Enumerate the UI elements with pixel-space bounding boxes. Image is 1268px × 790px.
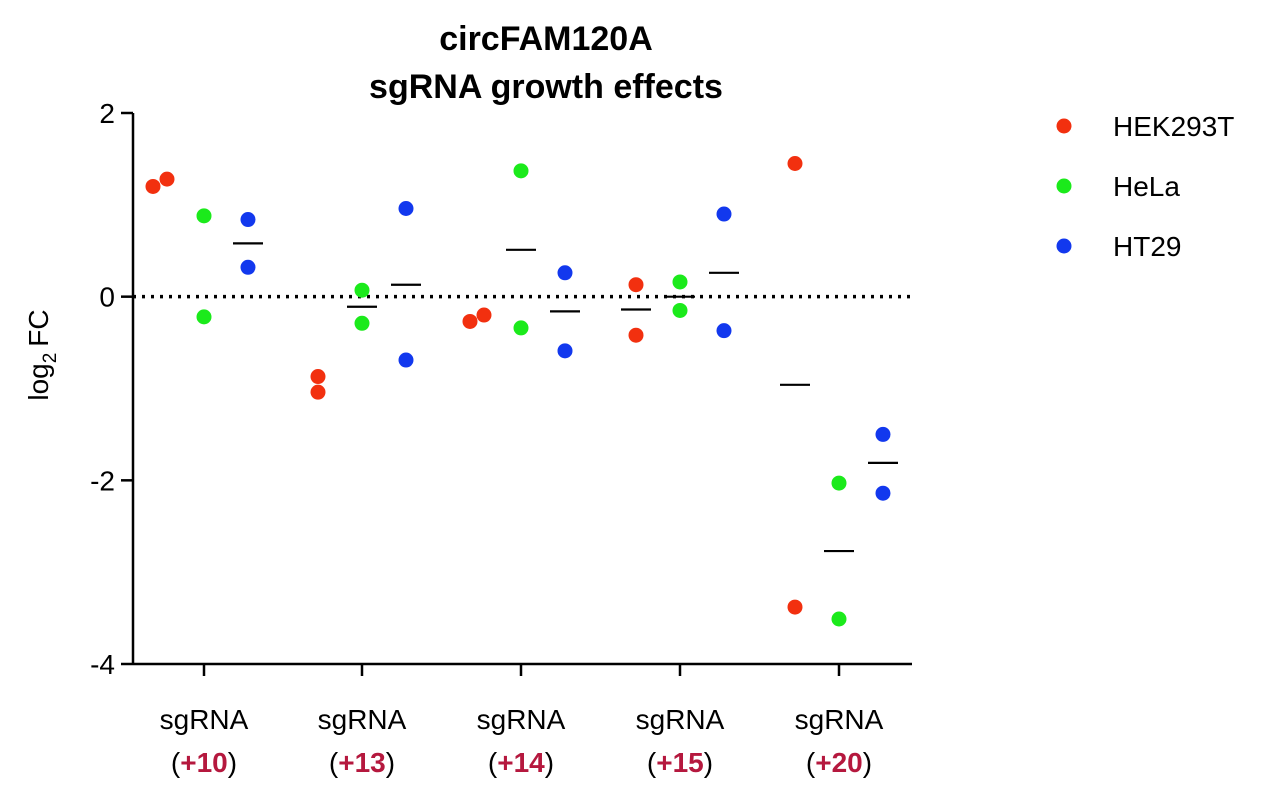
y-tick-label: 0 — [99, 282, 115, 313]
y-axis-label-unit: FC — [23, 309, 54, 346]
chart-title-line2: sgRNA growth effects — [369, 68, 723, 106]
x-axis-labels: sgRNA(+10)sgRNA(+13)sgRNA(+14)sgRNA(+15)… — [160, 704, 884, 778]
data-point — [875, 485, 891, 501]
axes: 2 0 -2 -4 — [90, 98, 912, 680]
x-category-number: +10 — [180, 747, 228, 778]
x-category-sublabel: (+10) — [171, 747, 237, 778]
y-axis-label-subscript: 2 — [40, 353, 61, 364]
data-point — [476, 307, 492, 323]
x-category-number: +20 — [815, 747, 863, 778]
data-point — [310, 384, 326, 400]
x-category-label: sgRNA — [318, 704, 407, 735]
y-tick-label: -4 — [90, 649, 115, 680]
x-category-paren-open: ( — [329, 747, 339, 778]
x-category-paren-close: ) — [228, 747, 237, 778]
data-point — [628, 277, 644, 293]
data-point — [672, 274, 688, 290]
data-point — [398, 352, 414, 368]
data-point — [831, 475, 847, 491]
x-category-paren-open: ( — [488, 747, 498, 778]
data-point — [240, 259, 256, 275]
y-axis-label: log2 FC — [23, 309, 61, 400]
data-point — [354, 282, 370, 298]
chart-title-line1: circFAM120A — [439, 20, 653, 58]
data-point — [628, 327, 644, 343]
data-point — [787, 599, 803, 615]
data-point — [354, 315, 370, 331]
x-category-paren-close: ) — [704, 747, 713, 778]
legend: HEK293T HeLa HT29 — [1056, 111, 1234, 262]
legend-label: HEK293T — [1113, 111, 1234, 142]
data-point — [557, 343, 573, 359]
x-category-paren-close: ) — [545, 747, 554, 778]
x-category-number: +14 — [497, 747, 545, 778]
data-point — [716, 323, 732, 339]
x-category-sublabel: (+15) — [647, 747, 713, 778]
data-point — [557, 265, 573, 281]
x-category-label: sgRNA — [160, 704, 249, 735]
legend-marker — [1056, 238, 1072, 254]
legend-marker — [1056, 118, 1072, 134]
data-point — [310, 369, 326, 385]
x-category-label: sgRNA — [636, 704, 725, 735]
x-category-label: sgRNA — [795, 704, 884, 735]
data-point — [159, 171, 175, 187]
x-category-paren-close: ) — [863, 747, 872, 778]
data-point — [513, 163, 529, 179]
x-category-sublabel: (+14) — [488, 747, 554, 778]
legend-label: HeLa — [1113, 171, 1180, 202]
x-category-paren-open: ( — [647, 747, 657, 778]
legend-marker — [1056, 178, 1072, 194]
data-point — [672, 302, 688, 318]
x-category-paren-open: ( — [806, 747, 816, 778]
x-category-label: sgRNA — [477, 704, 566, 735]
x-category-number: +13 — [338, 747, 386, 778]
x-category-sublabel: (+20) — [806, 747, 872, 778]
data-point — [513, 320, 529, 336]
data-point — [240, 212, 256, 228]
data-point — [831, 611, 847, 627]
y-tick-label: 2 — [99, 98, 115, 129]
data-point — [196, 208, 212, 224]
x-category-paren-close: ) — [386, 747, 395, 778]
y-tick-label: -2 — [90, 465, 115, 496]
data-points — [145, 156, 891, 627]
data-point — [787, 156, 803, 172]
data-point — [145, 178, 161, 194]
data-point — [196, 309, 212, 325]
y-axis-label-main: log — [23, 363, 54, 400]
x-category-sublabel: (+13) — [329, 747, 395, 778]
mean-lines — [233, 242, 898, 553]
data-point — [398, 201, 414, 217]
x-category-number: +15 — [656, 747, 704, 778]
data-point — [462, 313, 478, 329]
data-point — [716, 206, 732, 222]
legend-label: HT29 — [1113, 231, 1181, 262]
x-category-paren-open: ( — [171, 747, 181, 778]
data-point — [875, 426, 891, 442]
